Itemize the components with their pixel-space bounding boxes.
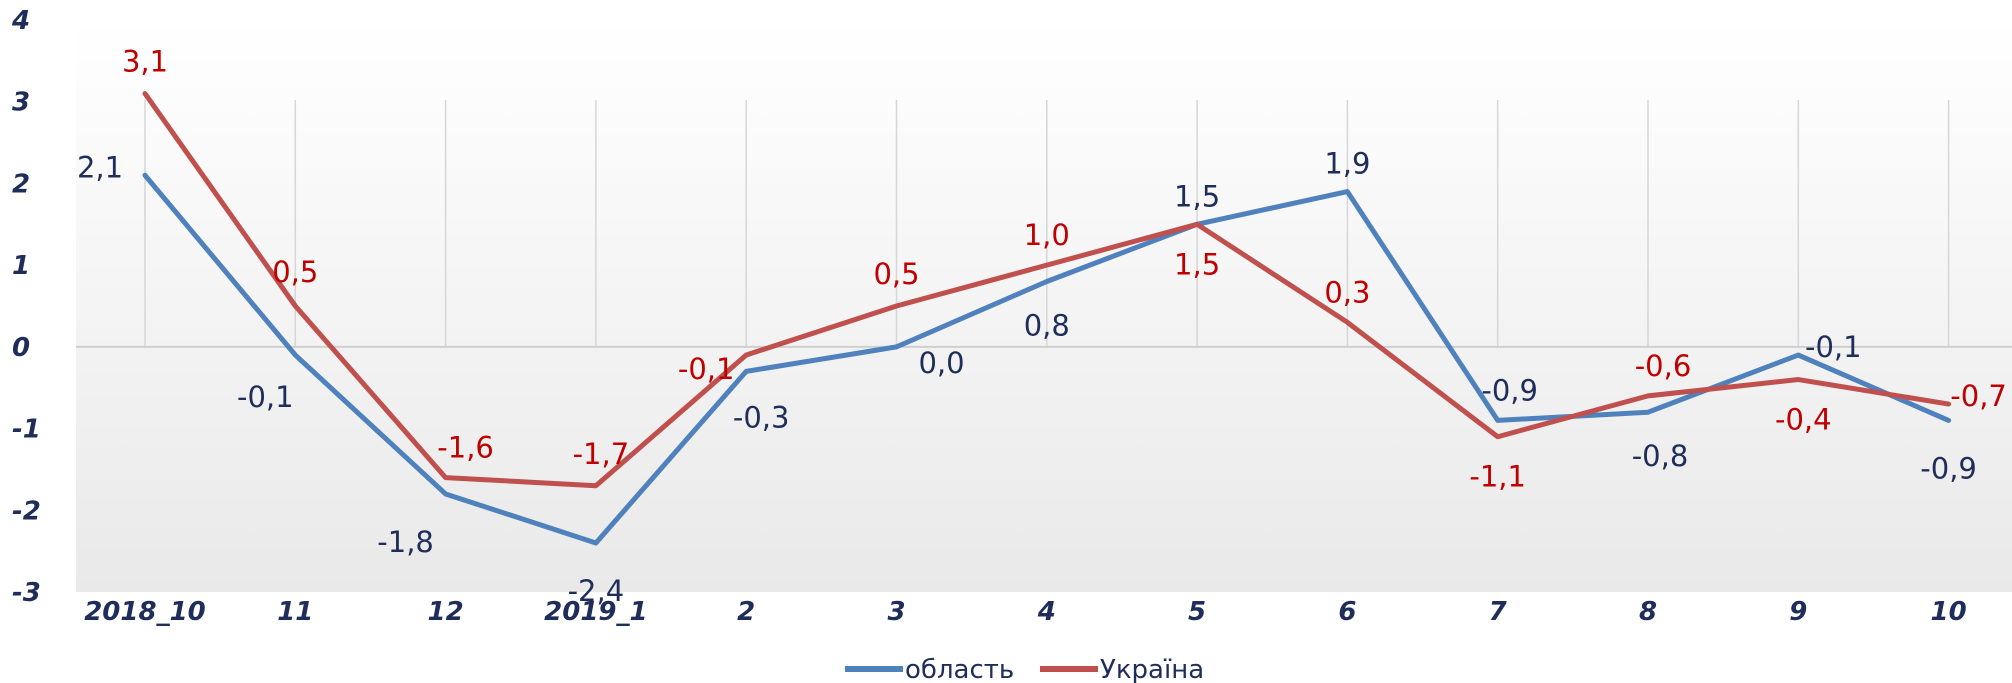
series-line-1 [142, 91, 1952, 489]
data-label: 1,5 [1174, 179, 1220, 213]
x-axis-ticks: 2018_10 11 12 2019_1 2 3 4 5 6 7 8 9 10 [84, 597, 1966, 627]
data-label: 0,0 [918, 346, 964, 380]
data-label: 1,9 [1324, 147, 1370, 181]
data-label: 2,1 [77, 150, 123, 184]
y-tick-label: -2 [12, 496, 41, 526]
data-label: -1,6 [437, 431, 494, 465]
series-lines [142, 91, 1952, 546]
data-label: 1,5 [1174, 247, 1220, 281]
x-tick-label: 4 [1037, 597, 1056, 627]
data-label: 0,8 [1024, 308, 1070, 342]
x-tick-label: 2 [737, 597, 755, 627]
data-label: 0,5 [873, 257, 919, 291]
data-label: -0,1 [678, 352, 735, 386]
x-tick-label: 12 [428, 597, 464, 627]
data-label: 3,1 [122, 45, 168, 79]
data-label: 0,5 [272, 255, 318, 289]
x-tick-label: 3 [887, 597, 905, 627]
data-label: -0,8 [1632, 439, 1689, 473]
y-tick-label: 3 [12, 88, 30, 118]
series-line-0 [142, 172, 1952, 546]
data-label: -0,7 [1950, 379, 2007, 413]
gridlines [76, 100, 2012, 348]
x-tick-label: 2019_1 [544, 597, 647, 627]
data-label: -2,4 [568, 574, 625, 608]
x-tick-label: 7 [1489, 597, 1508, 627]
x-tick-label: 8 [1639, 597, 1657, 627]
x-tick-label: 11 [277, 597, 313, 627]
data-label: -1,8 [377, 525, 434, 559]
y-tick-label: -1 [12, 415, 41, 445]
data-label: -0,9 [1920, 451, 1977, 485]
data-label: -1,7 [573, 437, 630, 471]
data-label: -0,1 [1805, 330, 1862, 364]
y-tick-label: -3 [12, 578, 41, 608]
plot-area [76, 20, 2012, 592]
y-tick-label: 0 [12, 333, 30, 363]
legend-label: область [905, 655, 1014, 683]
data-label: -1,1 [1469, 460, 1526, 494]
y-tick-label: 4 [11, 6, 30, 36]
y-axis-ticks: 4 3 2 1 0 -1 -2 -3 [11, 6, 41, 608]
legend: область Україна [845, 655, 1204, 683]
x-tick-label: 6 [1338, 597, 1356, 627]
data-label: -0,4 [1775, 403, 1832, 437]
data-label: 0,3 [1324, 275, 1370, 309]
data-label: -0,3 [733, 400, 790, 434]
data-label: 1,0 [1024, 218, 1070, 252]
data-labels: 2,1 -0,1 -1,8 -2,4 -0,3 0,0 0,8 1,5 1,9 -0,9 -0,8 -… [77, 45, 2007, 608]
data-label: -0,9 [1481, 373, 1538, 407]
x-tick-label: 9 [1789, 597, 1807, 627]
data-label: -0,1 [237, 380, 294, 414]
x-tick-label: 2018_10 [84, 597, 206, 627]
y-tick-label: 1 [12, 251, 30, 281]
x-tick-label: 5 [1188, 597, 1206, 627]
y-tick-label: 2 [12, 169, 30, 199]
legend-label: Україна [1100, 655, 1204, 683]
x-tick-label: 10 [1931, 597, 1967, 627]
data-label: -0,6 [1635, 349, 1692, 383]
